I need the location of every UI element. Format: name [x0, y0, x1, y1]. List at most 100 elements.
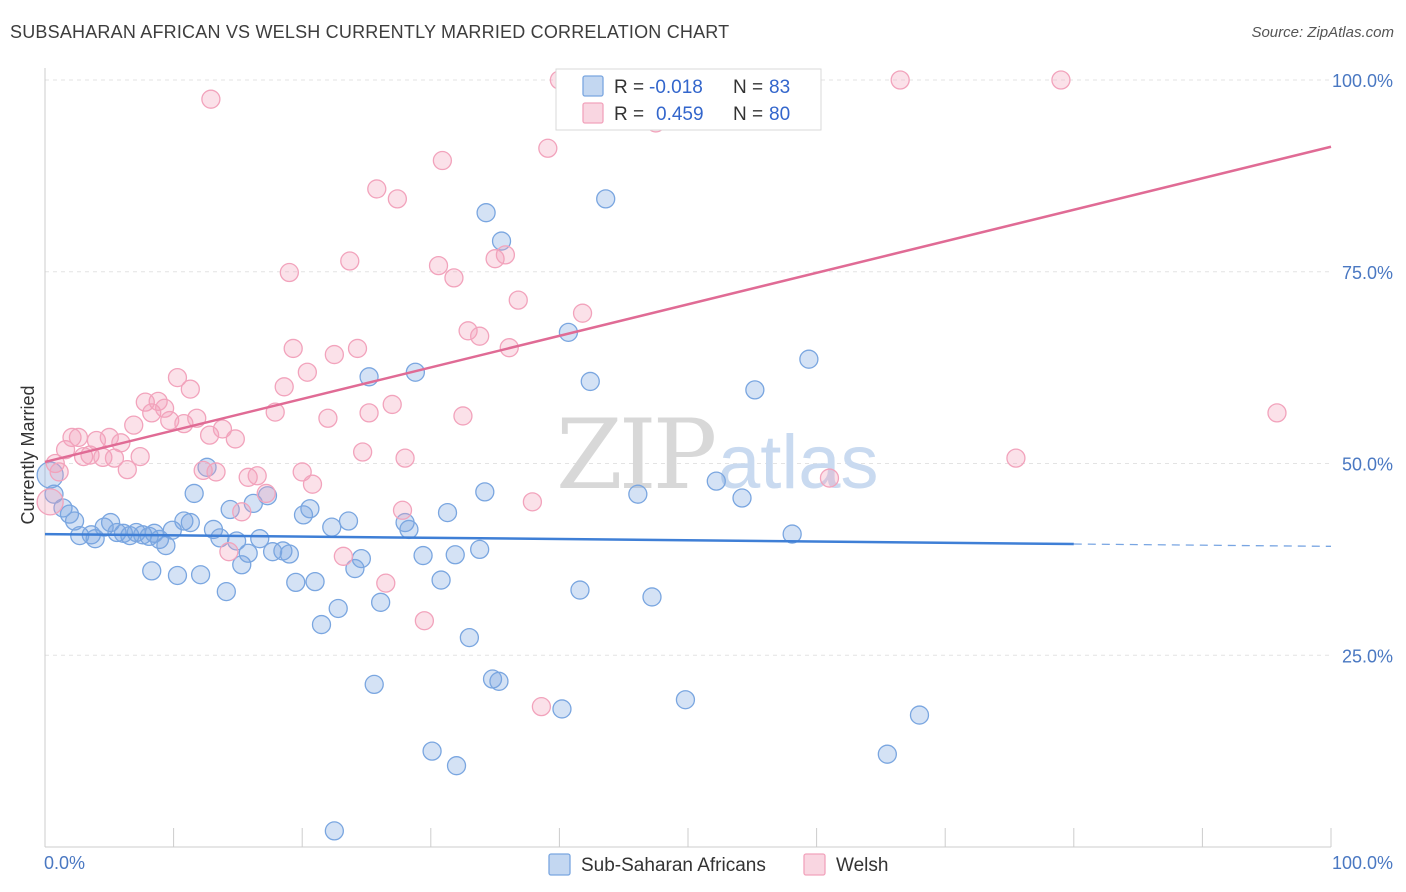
point-subsaharan-17 [142, 561, 162, 581]
point-welsh-28 [212, 419, 233, 439]
point-subsaharan-62 [446, 756, 467, 776]
point-subsaharan-42 [300, 499, 320, 519]
point-subsaharan-84 [909, 705, 930, 725]
point-subsaharan-43 [305, 571, 325, 592]
point-welsh-31 [232, 502, 252, 522]
point-welsh-54 [395, 448, 415, 468]
watermark-zip: ZIP [556, 399, 715, 511]
point-subsaharan-44 [311, 614, 332, 635]
point-welsh-27 [206, 462, 226, 482]
point-welsh-51 [382, 394, 402, 415]
series-legend-swatch-0[interactable] [548, 853, 571, 876]
trend-line-welsh [44, 145, 1332, 464]
point-subsaharan-79 [732, 488, 752, 508]
point-welsh-5 [68, 427, 89, 448]
point-welsh-56 [428, 255, 449, 276]
point-welsh-48 [359, 403, 379, 423]
point-welsh-61 [470, 326, 490, 346]
y-tick-labels: 25.0% 50.0% 75.0% 100.0% [1332, 71, 1393, 666]
stats-legend-n-value-0: 83 [769, 77, 790, 98]
point-subsaharan-47 [338, 511, 359, 531]
trend-lines [44, 145, 1332, 547]
point-subsaharan-53 [324, 821, 345, 841]
axes [44, 68, 1332, 848]
point-subsaharan-82 [799, 349, 819, 369]
point-welsh-23 [180, 379, 200, 399]
point-welsh-60 [458, 321, 478, 341]
source-credit: Source: ZipAtlas.com [1251, 24, 1394, 41]
stats-legend-box [555, 68, 822, 131]
point-subsaharan-66 [476, 203, 496, 223]
scatter-points [36, 70, 1287, 841]
stats-legend-r-value-1: 0.459 [656, 104, 704, 125]
point-subsaharan-58 [422, 741, 442, 761]
point-welsh-37 [279, 262, 299, 283]
series-legend-label-0[interactable]: Sub-Saharan Africans [581, 855, 766, 876]
point-welsh-19 [154, 398, 175, 418]
point-welsh-39 [292, 462, 312, 482]
point-subsaharan-32 [232, 555, 252, 575]
point-subsaharan-1 [44, 484, 64, 504]
x-tick-label-1: 100.0% [1332, 853, 1393, 873]
stats-legend-n-label-1: N = [733, 104, 763, 125]
point-welsh-57 [432, 150, 453, 171]
stats-legend-n-value-1: 80 [769, 104, 790, 125]
point-welsh-30 [225, 429, 245, 449]
point-welsh-59 [453, 406, 473, 426]
point-welsh-38 [283, 338, 303, 359]
point-subsaharan-24 [184, 483, 204, 504]
stats-legend-swatch-0 [582, 75, 604, 97]
point-subsaharan-28 [210, 528, 230, 548]
point-subsaharan-63 [459, 627, 480, 648]
x-tick-label-0: 0.0% [44, 853, 85, 873]
point-subsaharan-78 [706, 471, 726, 491]
point-welsh-65 [508, 290, 528, 310]
series-legend-swatch-1[interactable] [803, 853, 826, 876]
point-welsh-43 [324, 344, 345, 365]
point-welsh-52 [387, 189, 408, 209]
stats-legend-swatch-1 [582, 102, 604, 124]
point-welsh-20 [160, 410, 180, 431]
point-welsh-49 [367, 179, 387, 199]
point-subsaharan-65 [475, 482, 495, 502]
point-welsh-53 [392, 500, 413, 520]
point-welsh-66 [522, 492, 543, 512]
point-subsaharan-46 [328, 598, 348, 619]
series-legend: Sub-Saharan Africans Welsh [548, 853, 888, 876]
point-welsh-29 [219, 542, 239, 562]
point-subsaharan-75 [628, 484, 648, 504]
point-subsaharan-76 [642, 587, 662, 607]
watermark-atlas: atlas [718, 420, 879, 505]
point-welsh-14 [124, 415, 144, 435]
y-tick-label-3: 100.0% [1332, 71, 1393, 91]
watermark: ZIP atlas [556, 399, 879, 511]
y-tick-label-0: 25.0% [1342, 646, 1393, 666]
point-welsh-76 [1006, 448, 1026, 468]
point-subsaharan-77 [675, 690, 696, 710]
point-welsh-40 [297, 362, 317, 382]
series-legend-label-1[interactable]: Welsh [836, 855, 888, 876]
point-subsaharan-45 [322, 517, 342, 537]
point-welsh-63 [495, 245, 516, 265]
point-welsh-13 [117, 459, 137, 480]
point-welsh-4 [62, 427, 82, 448]
point-welsh-50 [376, 573, 396, 593]
y-axis-label: Currently Married [18, 385, 38, 524]
point-welsh-45 [340, 251, 360, 271]
point-welsh-68 [538, 138, 558, 158]
point-subsaharan-23 [180, 512, 200, 533]
stats-legend-r-value-0: -0.018 [649, 77, 703, 98]
point-subsaharan-60 [437, 502, 458, 523]
point-subsaharan-83 [877, 744, 897, 764]
point-welsh-44 [333, 546, 354, 566]
point-subsaharan-55 [399, 519, 419, 540]
point-subsaharan-49 [351, 548, 372, 569]
stats-legend: R = -0.018 N = 83 R = 0.459 N = 80 [555, 68, 822, 131]
point-subsaharan-9 [100, 512, 121, 533]
point-welsh-78 [1267, 403, 1287, 423]
point-subsaharan-35 [250, 529, 270, 549]
point-subsaharan-59 [431, 570, 451, 590]
point-welsh-62 [485, 249, 505, 269]
point-subsaharan-48 [345, 558, 365, 579]
